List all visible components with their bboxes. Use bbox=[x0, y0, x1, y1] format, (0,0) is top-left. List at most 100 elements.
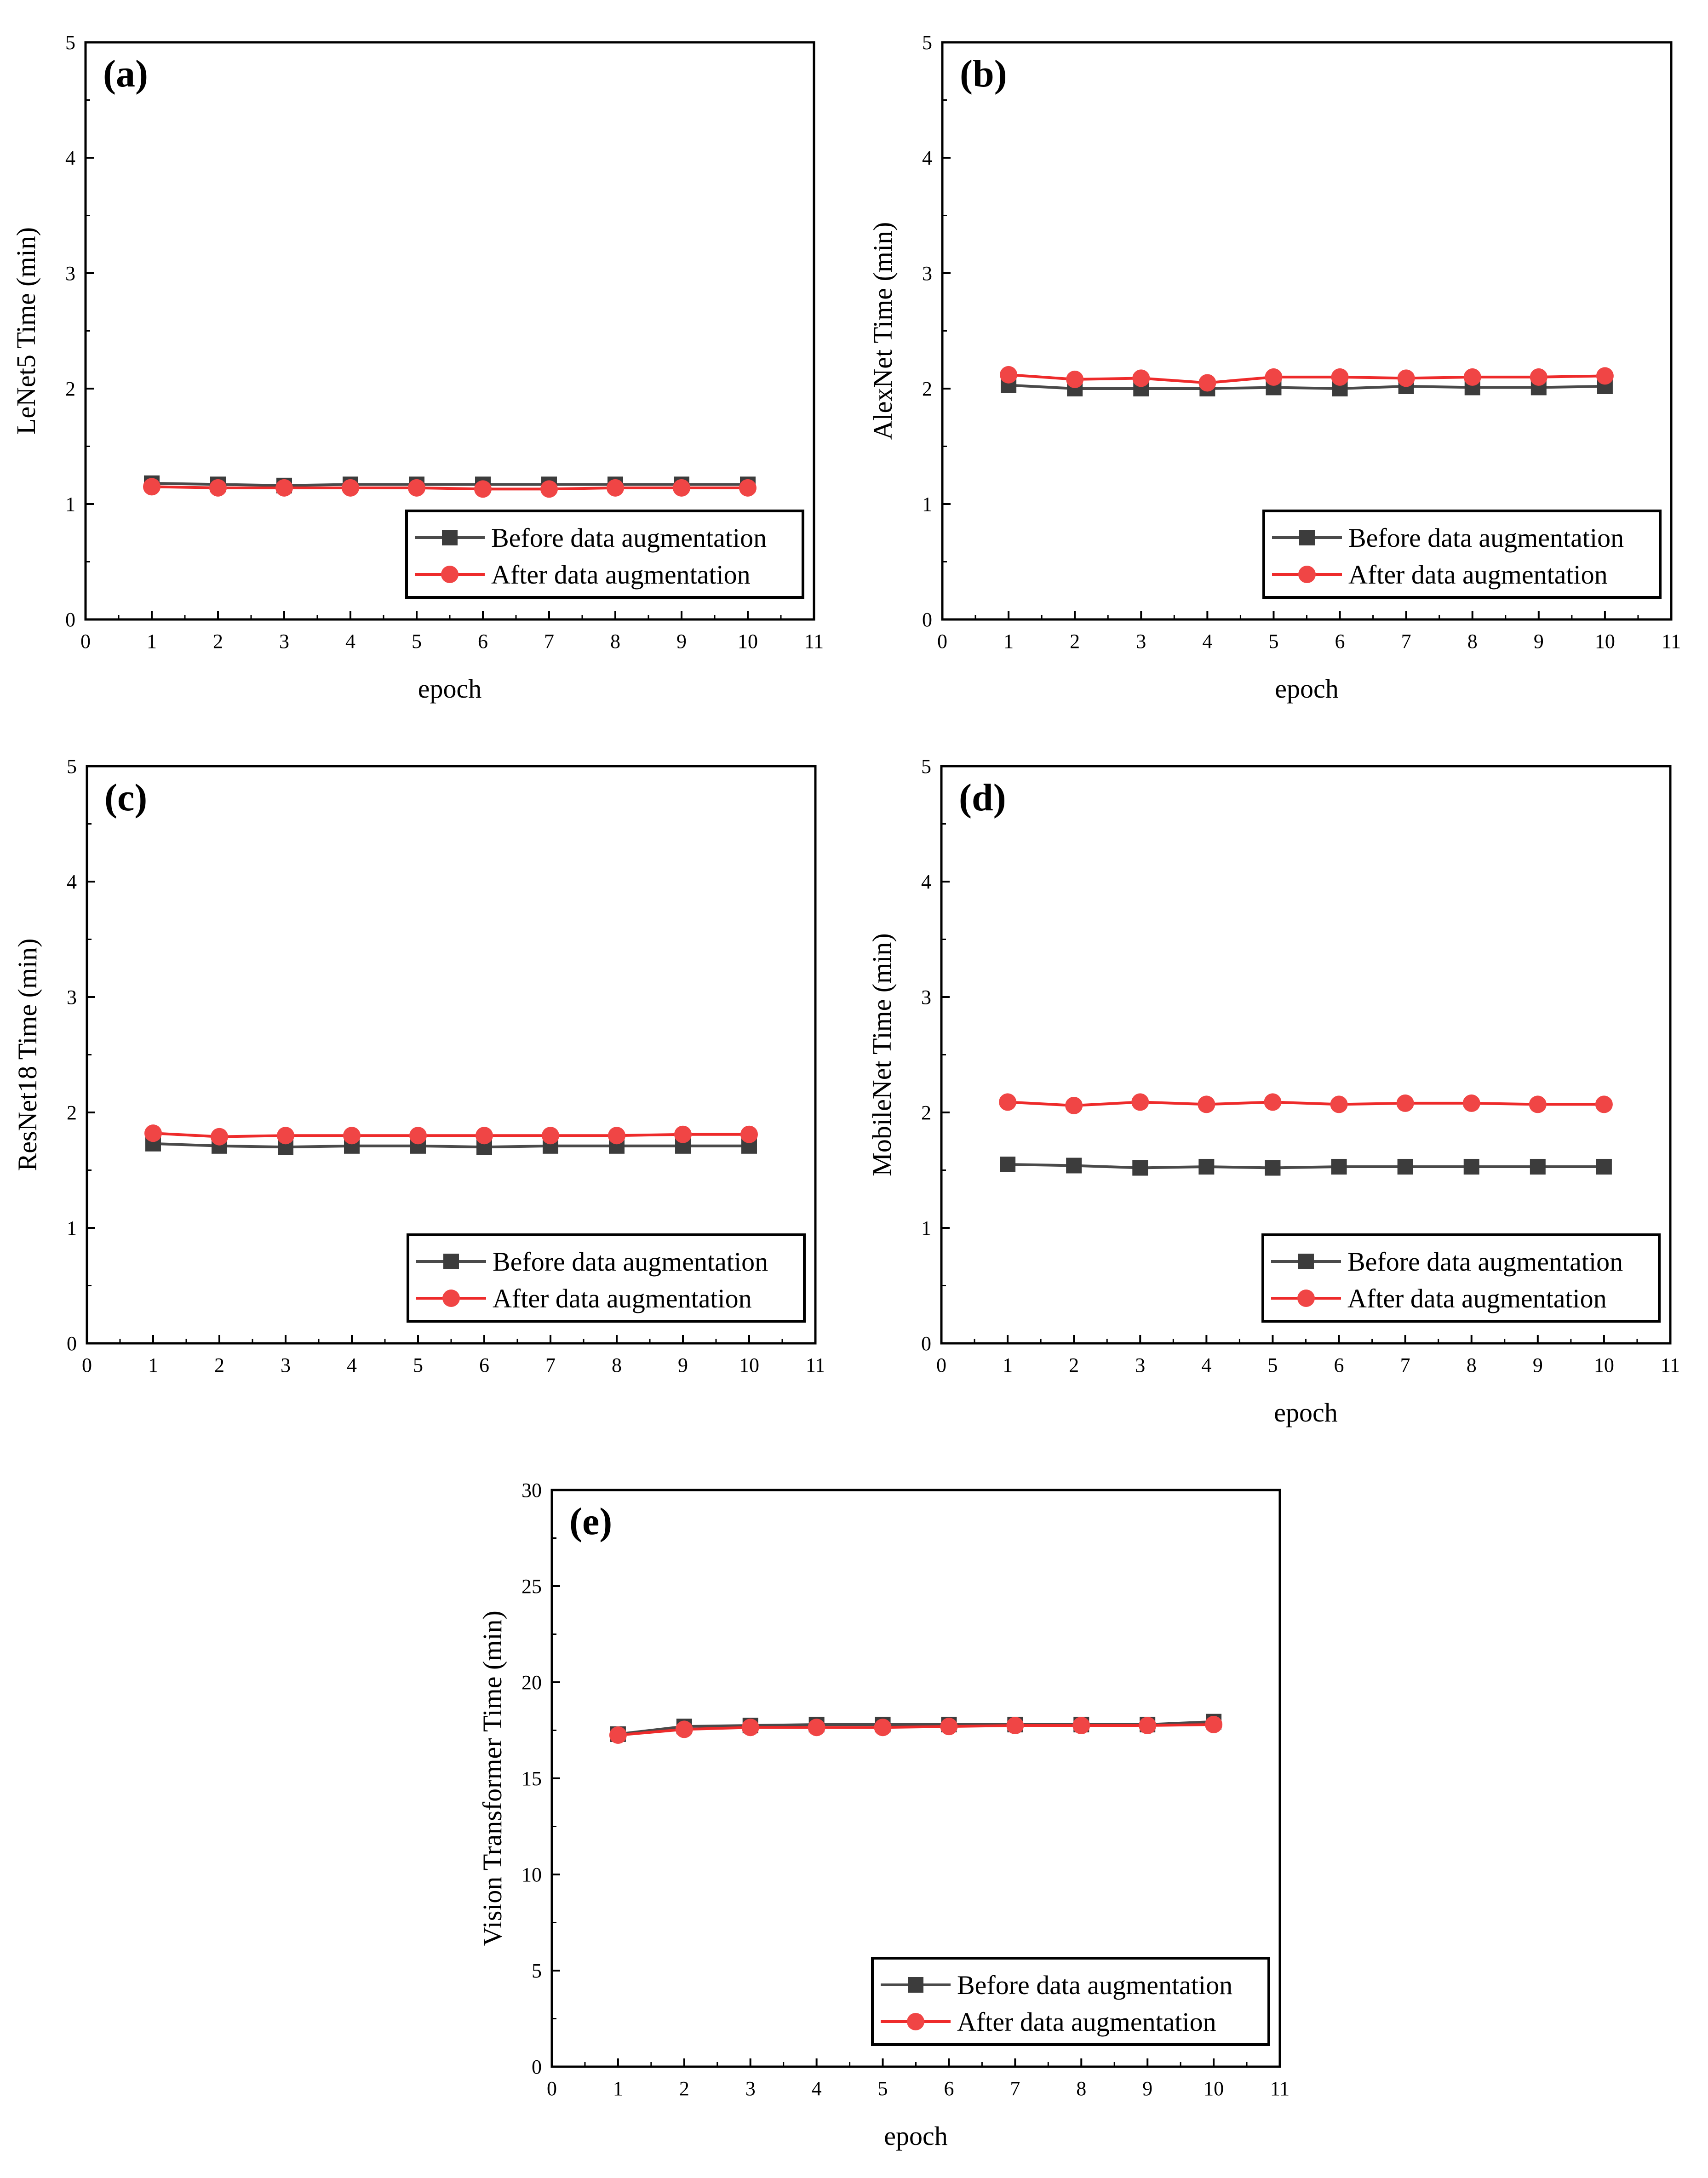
legend-marker-before bbox=[908, 1977, 923, 1993]
panel-label: (a) bbox=[103, 52, 148, 95]
y-tick-label: 5 bbox=[922, 31, 932, 54]
x-tick-label: 0 bbox=[80, 630, 91, 653]
data-point-after bbox=[607, 479, 624, 497]
legend-marker-after bbox=[1298, 566, 1316, 583]
x-tick-label: 9 bbox=[678, 1354, 688, 1376]
data-point-before bbox=[1397, 1158, 1413, 1175]
panel-label: (d) bbox=[959, 776, 1006, 819]
y-tick-label: 2 bbox=[922, 378, 932, 400]
x-tick-label: 9 bbox=[676, 630, 687, 653]
x-tick-label: 6 bbox=[479, 1354, 489, 1376]
y-tick-label: 15 bbox=[522, 1767, 542, 1790]
y-tick-label: 3 bbox=[67, 986, 77, 1009]
data-point-after bbox=[1205, 1715, 1223, 1733]
x-tick-label: 0 bbox=[82, 1354, 92, 1376]
series-line-after bbox=[151, 485, 748, 491]
x-tick-label: 0 bbox=[937, 630, 947, 653]
y-tick-label: 5 bbox=[921, 755, 931, 778]
data-point-before bbox=[1463, 1158, 1479, 1175]
y-tick-label: 25 bbox=[522, 1575, 542, 1598]
y-tick-label: 3 bbox=[65, 262, 75, 285]
legend-label-before: Before data augmentation bbox=[957, 1970, 1232, 2000]
x-tick-label: 2 bbox=[1070, 630, 1080, 653]
legend-box bbox=[405, 510, 804, 599]
panel-label: (e) bbox=[569, 1500, 612, 1543]
x-tick-label: 4 bbox=[812, 2077, 822, 2100]
x-axis-title: epoch bbox=[1275, 674, 1339, 704]
y-tick-label: 10 bbox=[522, 1863, 542, 1886]
data-point-after bbox=[1595, 1095, 1613, 1113]
y-tick-label: 0 bbox=[922, 608, 932, 631]
legend-label-after: After data augmentation bbox=[1347, 1284, 1607, 1313]
y-tick-label: 4 bbox=[65, 147, 75, 169]
data-point-before bbox=[1265, 1160, 1281, 1176]
y-tick-label: 2 bbox=[65, 378, 75, 400]
y-tick-label: 1 bbox=[67, 1217, 77, 1239]
legend-marker-before bbox=[1299, 530, 1315, 545]
x-tick-label: 1 bbox=[1003, 1354, 1013, 1376]
legend-label-after: After data augmentation bbox=[491, 560, 751, 590]
chart-panel-c: 0 1 2 3 4 5 6 7 8 9 10 11 0 1 2 3 4 5 ResNet18 Time (min) (… bbox=[12, 755, 825, 1376]
x-tick-label: 1 bbox=[147, 630, 157, 653]
legend-marker-before bbox=[442, 530, 458, 545]
data-point-before bbox=[1331, 1158, 1347, 1175]
y-axis-title: Vision Transformer Time (min) bbox=[477, 1611, 507, 1946]
x-tick-label: 11 bbox=[1662, 630, 1681, 653]
legend: Before data augmentation After data augme… bbox=[407, 1233, 806, 1323]
legend-label-before: Before data augmentation bbox=[493, 1247, 768, 1277]
data-point-after bbox=[211, 1128, 228, 1146]
x-tick-label: 2 bbox=[679, 2077, 689, 2100]
data-point-after bbox=[1264, 1093, 1282, 1111]
x-tick-label: 3 bbox=[1135, 1354, 1145, 1376]
data-point-after bbox=[1000, 366, 1018, 384]
data-point-after bbox=[673, 479, 690, 497]
data-point-after bbox=[608, 1127, 625, 1145]
x-tick-label: 3 bbox=[279, 630, 289, 653]
chart-panel-d: 0 1 2 3 4 5 6 7 8 9 10 11 0 1 2 3 4 5 epoch MobileNet Time … bbox=[867, 755, 1680, 1427]
data-point-after bbox=[739, 479, 757, 497]
series-line-before bbox=[1008, 384, 1605, 390]
data-point-after bbox=[1072, 1717, 1090, 1735]
x-tick-label: 6 bbox=[1335, 630, 1345, 653]
legend-label-before: Before data augmentation bbox=[491, 523, 767, 553]
data-point-before bbox=[1198, 1158, 1215, 1175]
x-tick-label: 8 bbox=[1467, 1354, 1477, 1376]
data-point-after bbox=[609, 1726, 627, 1744]
data-point-after bbox=[1006, 1717, 1024, 1735]
data-point-after bbox=[209, 479, 227, 497]
series-line-before bbox=[151, 481, 748, 487]
x-tick-label: 11 bbox=[1270, 2077, 1290, 2100]
y-tick-label: 3 bbox=[921, 986, 931, 1009]
data-point-before bbox=[1000, 1156, 1016, 1172]
x-tick-label: 8 bbox=[612, 1354, 622, 1376]
x-tick-label: 7 bbox=[544, 630, 554, 653]
x-tick-label: 6 bbox=[944, 2077, 954, 2100]
x-tick-label: 0 bbox=[547, 2077, 557, 2100]
y-tick-label: 0 bbox=[67, 1332, 77, 1355]
data-point-after bbox=[999, 1093, 1017, 1111]
legend-marker-after bbox=[907, 2013, 924, 2030]
data-point-before bbox=[1066, 1158, 1082, 1174]
data-point-after bbox=[1397, 369, 1415, 387]
panel-label: (c) bbox=[104, 776, 147, 819]
legend-label-after: After data augmentation bbox=[1348, 560, 1608, 590]
x-tick-label: 8 bbox=[610, 630, 620, 653]
x-tick-label: 5 bbox=[878, 2077, 888, 2100]
data-point-after bbox=[675, 1720, 693, 1738]
data-point-before bbox=[1132, 1160, 1148, 1176]
y-tick-label: 4 bbox=[67, 871, 77, 893]
y-axis-title: MobileNet Time (min) bbox=[867, 933, 897, 1176]
legend-box bbox=[871, 1957, 1270, 2046]
data-point-before bbox=[1530, 1158, 1546, 1175]
legend: Before data augmentation After data augme… bbox=[405, 510, 804, 599]
x-tick-label: 4 bbox=[345, 630, 355, 653]
y-tick-label: 0 bbox=[532, 2056, 542, 2078]
legend-label-before: Before data augmentation bbox=[1347, 1247, 1623, 1277]
x-tick-label: 5 bbox=[413, 1354, 423, 1376]
x-tick-label: 8 bbox=[1076, 2077, 1086, 2100]
x-tick-label: 7 bbox=[1400, 1354, 1410, 1376]
y-tick-label: 0 bbox=[921, 1332, 931, 1355]
y-axis-title: ResNet18 Time (min) bbox=[12, 939, 42, 1171]
data-point-after bbox=[740, 1125, 758, 1143]
